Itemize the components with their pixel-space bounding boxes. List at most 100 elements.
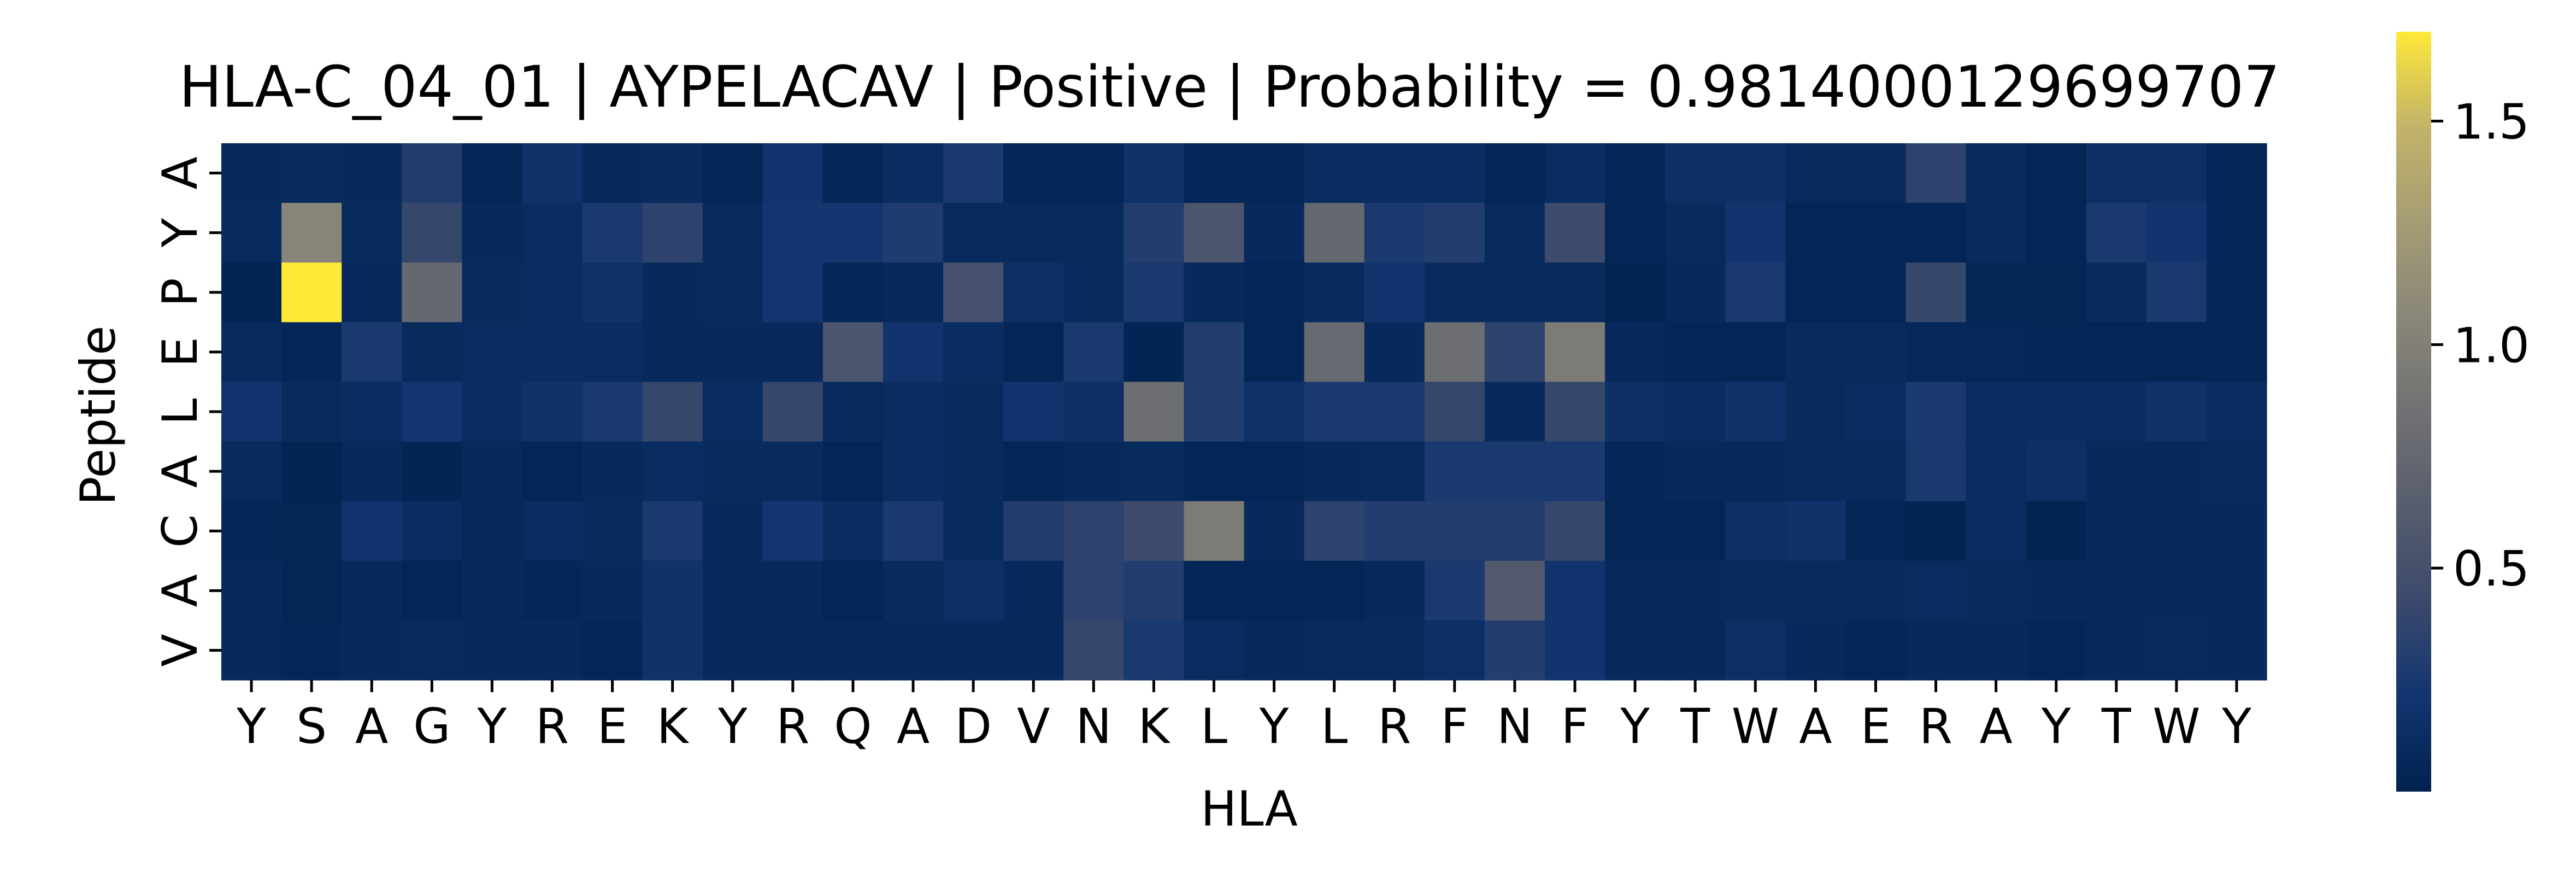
heatmap-cell xyxy=(1184,441,1245,502)
heatmap-cell xyxy=(642,560,703,621)
colorbar-ticks: 0.5 1.0 1.5 xyxy=(2431,94,2530,597)
heatmap-cell xyxy=(883,441,944,502)
heatmap-cells xyxy=(221,143,2267,681)
heatmap-cell xyxy=(943,262,1004,323)
x-tick-label: R xyxy=(1378,698,1411,754)
heatmap-cell xyxy=(2026,322,2087,383)
x-tick-label: R xyxy=(536,698,569,754)
heatmap-cell xyxy=(1003,322,1064,383)
heatmap-cell xyxy=(1184,322,1245,383)
heatmap-cell xyxy=(342,501,402,561)
x-tick-label: Y xyxy=(477,698,507,754)
heatmap-cell xyxy=(1544,322,1605,383)
x-tick-label: A xyxy=(1799,698,1832,754)
heatmap-cell xyxy=(2086,203,2147,263)
heatmap-cell xyxy=(822,262,884,323)
heatmap-cell xyxy=(1905,560,1967,621)
heatmap-cell xyxy=(1364,441,1425,502)
heatmap-cell xyxy=(702,382,763,442)
heatmap-cell xyxy=(1244,203,1305,263)
heatmap-cell xyxy=(582,262,643,323)
heatmap-cell xyxy=(1424,620,1485,681)
heatmap-cell xyxy=(522,620,583,681)
heatmap-cell xyxy=(2026,441,2087,502)
heatmap-cell xyxy=(1003,560,1064,621)
heatmap-cell xyxy=(943,501,1004,561)
heatmap-cell xyxy=(1063,501,1124,561)
x-tick-label: W xyxy=(1732,698,1779,754)
heatmap-cell xyxy=(2206,203,2267,263)
heatmap-cell xyxy=(1364,143,1425,203)
heatmap-cell xyxy=(402,382,462,442)
heatmap-cell xyxy=(2206,322,2267,383)
heatmap-cell xyxy=(1484,143,1545,203)
heatmap-cell xyxy=(822,620,884,681)
heatmap-cell xyxy=(342,322,402,383)
heatmap-cell xyxy=(702,262,763,323)
heatmap-cell xyxy=(762,322,824,383)
heatmap-cell xyxy=(342,560,402,621)
heatmap-cell xyxy=(1304,620,1365,681)
x-tick-label: Q xyxy=(834,698,872,754)
y-tick-label: A xyxy=(152,455,208,488)
y-tick-label: L xyxy=(152,398,208,425)
heatmap-cell xyxy=(522,382,583,442)
heatmap-cell xyxy=(462,382,523,442)
heatmap-cell xyxy=(702,203,763,263)
heatmap-cell xyxy=(1304,143,1365,203)
heatmap-cell xyxy=(762,143,824,203)
heatmap-cell xyxy=(1845,143,1907,203)
heatmap-cell xyxy=(1725,441,1786,502)
heatmap-cell xyxy=(822,501,884,561)
heatmap-cell xyxy=(462,203,523,263)
x-tick-label: S xyxy=(296,698,327,754)
heatmap-cell xyxy=(1063,620,1124,681)
heatmap-cell xyxy=(762,501,824,561)
x-tick-label: E xyxy=(1861,698,1891,754)
x-tick-label: L xyxy=(1201,698,1227,754)
heatmap-cell xyxy=(281,620,342,681)
heatmap-cell xyxy=(1364,262,1425,323)
heatmap-cell xyxy=(221,620,282,681)
heatmap-cell xyxy=(1244,501,1305,561)
heatmap-cell xyxy=(1003,382,1064,442)
heatmap-cell xyxy=(1184,203,1245,263)
heatmap-cell xyxy=(2086,441,2147,502)
heatmap-cell xyxy=(2086,143,2147,203)
heatmap-cell xyxy=(883,382,944,442)
heatmap-cell xyxy=(1424,560,1485,621)
heatmap-cell xyxy=(1364,382,1425,442)
heatmap-cell xyxy=(1063,262,1124,323)
heatmap-cell xyxy=(762,441,824,502)
heatmap-cell xyxy=(582,143,643,203)
heatmap-cell xyxy=(2206,620,2267,681)
heatmap-cell xyxy=(1905,203,1967,263)
heatmap-cell xyxy=(1605,560,1666,621)
heatmap-cell xyxy=(1544,382,1605,442)
heatmap-cell xyxy=(1003,441,1064,502)
heatmap-cell xyxy=(402,322,462,383)
heatmap-cell xyxy=(1845,203,1907,263)
heatmap-cell xyxy=(1304,203,1365,263)
heatmap-cell xyxy=(1424,382,1485,442)
x-tick-label: W xyxy=(2152,698,2200,754)
heatmap-cell xyxy=(221,262,282,323)
heatmap-cell xyxy=(402,560,462,621)
heatmap-cell xyxy=(2206,143,2267,203)
heatmap-cell xyxy=(1785,501,1846,561)
x-tick-label: A xyxy=(1980,698,2013,754)
heatmap-cell xyxy=(2086,560,2147,621)
heatmap-cell xyxy=(1063,560,1124,621)
heatmap-cell xyxy=(522,501,583,561)
heatmap-cell xyxy=(822,382,884,442)
heatmap-cell xyxy=(1785,322,1846,383)
heatmap-cell xyxy=(1665,620,1726,681)
heatmap-cell xyxy=(1665,560,1726,621)
colorbar xyxy=(2396,32,2431,792)
heatmap-cell xyxy=(522,262,583,323)
heatmap-cell xyxy=(1605,382,1666,442)
heatmap-cell xyxy=(1003,203,1064,263)
heatmap-cell xyxy=(1665,143,1726,203)
